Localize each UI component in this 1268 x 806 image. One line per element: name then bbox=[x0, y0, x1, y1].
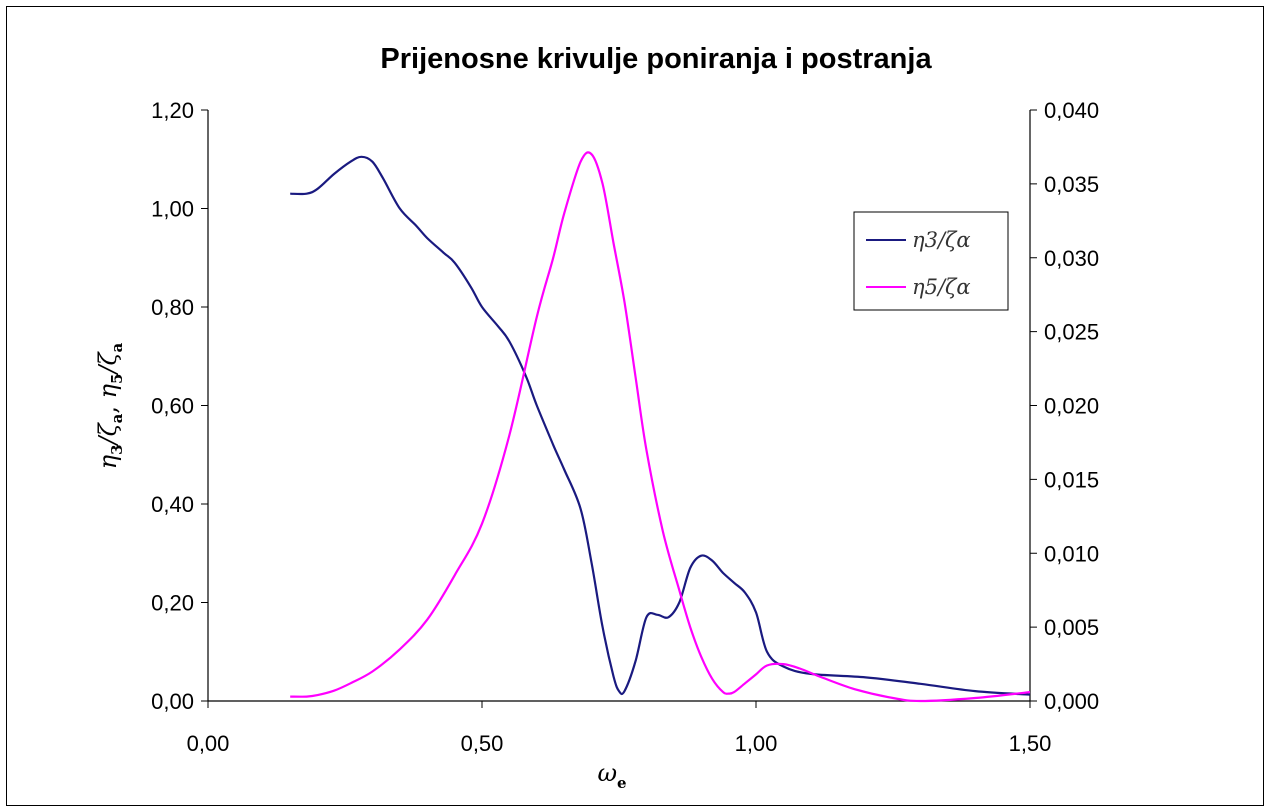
right-tick-label: 0,010 bbox=[1044, 541, 1099, 566]
chart-frame bbox=[6, 6, 1264, 806]
ylabel-eta3: η bbox=[94, 454, 122, 469]
ylabel-zeta-a1-sub: a bbox=[108, 413, 126, 423]
chart-title: Prijenosne krivulje poniranja i postranj… bbox=[380, 43, 932, 75]
left-tick-label: 1,00 bbox=[151, 197, 194, 222]
x-axis-label: ωe bbox=[597, 759, 626, 792]
ylabel-eta5: η bbox=[94, 383, 122, 398]
x-tick-label: 1,00 bbox=[735, 731, 778, 756]
series-line-eta5 bbox=[290, 151, 1031, 703]
right-tick-label: 0,035 bbox=[1044, 172, 1099, 197]
left-tick-label: 0,80 bbox=[151, 295, 194, 320]
ticks: 0,00 0,20 0,40 0,60 0,80 1,00 1,20 0,000 0,005 0,… bbox=[151, 98, 1099, 756]
right-tick-label: 0,040 bbox=[1044, 98, 1099, 123]
right-tick-label: 0,025 bbox=[1044, 320, 1099, 345]
x-tick-label: 0,00 bbox=[187, 731, 230, 756]
right-tick-label: 0,015 bbox=[1044, 467, 1099, 492]
axes bbox=[207, 110, 1031, 702]
left-tick-label: 0,40 bbox=[151, 492, 194, 517]
legend-label-eta3: η3/ζα bbox=[912, 228, 971, 252]
left-tick-label: 0,20 bbox=[151, 591, 194, 616]
left-tick-label: 0,00 bbox=[151, 689, 194, 714]
y-axis-label: η3/ζa, η5/ζa bbox=[94, 342, 126, 469]
series-line-eta3 bbox=[290, 155, 1031, 696]
left-tick-label: 0,60 bbox=[151, 394, 194, 419]
right-tick-label: 0,030 bbox=[1044, 246, 1099, 271]
ylabel-eta5-sub: 5 bbox=[108, 374, 126, 384]
legend-label-eta5: η5/ζα bbox=[912, 275, 971, 299]
x-tick-label: 0,50 bbox=[461, 731, 504, 756]
left-tick-label: 1,20 bbox=[151, 98, 194, 123]
right-tick-label: 0,000 bbox=[1044, 689, 1099, 714]
xlabel-sub: e bbox=[617, 774, 627, 792]
series-group bbox=[290, 151, 1031, 703]
right-tick-label: 0,020 bbox=[1044, 394, 1099, 419]
ylabel-eta3-sub: 3 bbox=[108, 444, 126, 454]
ylabel-separator: , bbox=[94, 398, 122, 413]
right-tick-label: 0,005 bbox=[1044, 615, 1099, 640]
legend: η3/ζα η5/ζα bbox=[853, 211, 1009, 311]
x-tick-label: 1,50 bbox=[1009, 731, 1052, 756]
ylabel-zeta-a1: /ζ bbox=[94, 421, 122, 446]
legend-box bbox=[853, 211, 1009, 311]
svg-text:η3/ζa, η5/ζa: η3/ζa, η5/ζa bbox=[94, 342, 126, 469]
xlabel-omega: ω bbox=[597, 759, 617, 787]
ylabel-zeta-a2: /ζ bbox=[94, 350, 122, 375]
ylabel-zeta-a2-sub: a bbox=[108, 342, 126, 352]
